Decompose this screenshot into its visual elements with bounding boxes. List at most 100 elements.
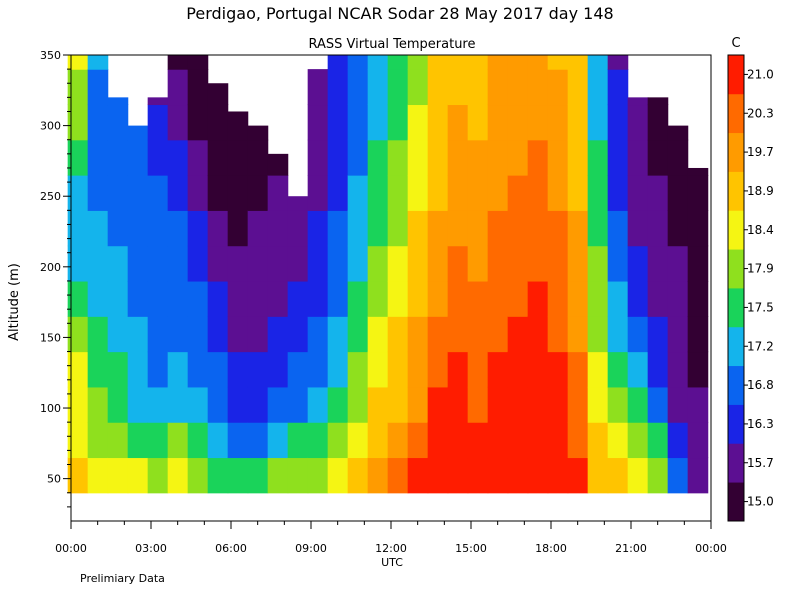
heatmap-cell <box>427 139 449 176</box>
heatmap-cell <box>667 280 689 317</box>
colorbar-swatch <box>728 404 744 444</box>
heatmap-cell <box>687 457 709 494</box>
heatmap-cell <box>427 210 449 247</box>
heatmap-cell <box>667 351 689 388</box>
heatmap-cell <box>587 245 609 282</box>
heatmap-cell <box>127 175 149 211</box>
heatmap-cell <box>247 210 269 247</box>
heatmap-cell <box>467 316 489 353</box>
heatmap-cell <box>407 139 429 176</box>
heatmap-cell <box>187 55 209 70</box>
heatmap-cell <box>267 351 289 388</box>
colorbar-swatch <box>728 326 744 367</box>
heatmap-cell <box>147 210 169 247</box>
heatmap-cell <box>267 457 289 494</box>
heatmap-cell <box>547 316 569 353</box>
heatmap-cell <box>207 245 229 282</box>
heatmap-cell <box>387 457 409 494</box>
heatmap-cell <box>207 386 229 423</box>
heatmap-cell <box>327 386 349 423</box>
heatmap-cell <box>647 97 669 106</box>
heatmap-cell <box>327 55 349 70</box>
heatmap-cell <box>147 245 169 282</box>
heatmap-cell <box>587 280 609 317</box>
heatmap-cell <box>287 422 309 459</box>
heatmap-cell <box>347 175 369 211</box>
heatmap-cell <box>87 175 109 211</box>
heatmap-cell <box>387 139 409 176</box>
heatmap-cell <box>107 316 129 353</box>
heatmap-cell <box>187 422 209 459</box>
heatmap-cell <box>547 104 569 141</box>
heatmap-cell <box>207 139 229 176</box>
heatmap-cell <box>247 125 269 141</box>
heatmap-cell <box>207 83 229 106</box>
heatmap-cell <box>627 386 649 423</box>
heatmap-cell <box>67 139 89 176</box>
heatmap-cell <box>347 139 369 176</box>
heatmap-cell <box>367 210 389 247</box>
heatmap-cell <box>247 422 269 459</box>
heatmap-cell <box>307 69 329 106</box>
heatmap-cell <box>287 245 309 282</box>
heatmap-cell <box>607 104 629 141</box>
colorbar-swatch <box>728 249 744 289</box>
heatmap-cell <box>107 104 129 141</box>
heatmap-cell <box>407 175 429 211</box>
heatmap-cell <box>307 457 329 494</box>
heatmap-cell <box>107 386 129 423</box>
heatmap-cell <box>467 104 489 141</box>
heatmap-cell <box>547 175 569 211</box>
heatmap-cell <box>347 386 369 423</box>
heatmap-cell <box>207 280 229 317</box>
heatmap-cell <box>67 175 89 211</box>
heatmap-cell <box>507 69 529 106</box>
heatmap-cell <box>227 245 249 282</box>
heatmap-cell <box>447 422 469 459</box>
heatmap-cell <box>387 55 409 70</box>
heatmap-cell <box>587 457 609 494</box>
heatmap-cell <box>507 457 529 494</box>
heatmap-cell <box>167 55 189 70</box>
heatmap-cell <box>247 351 269 388</box>
heatmap-cell <box>687 167 709 176</box>
y-tick-label: 50 <box>47 473 61 486</box>
heatmap-cell <box>167 351 189 388</box>
heatmap-cell <box>607 69 629 106</box>
heatmap-cell <box>267 175 289 211</box>
heatmap-cell <box>447 457 469 494</box>
heatmap-cell <box>287 386 309 423</box>
heatmap-cell <box>207 422 229 459</box>
heatmap-cell <box>427 175 449 211</box>
heatmap-cell <box>387 351 409 388</box>
heatmap-cell <box>247 139 269 176</box>
y-tick-label: 250 <box>40 190 61 203</box>
heatmap-cell <box>227 280 249 317</box>
heatmap-cell <box>307 280 329 317</box>
heatmap-cell <box>567 280 589 317</box>
heatmap-cell <box>247 280 269 317</box>
heatmap-cell <box>247 175 269 211</box>
heatmap-cell <box>447 175 469 211</box>
heatmap-cell <box>607 351 629 388</box>
heatmap-cell <box>207 316 229 353</box>
heatmap-cell <box>467 69 489 106</box>
heatmap-cell <box>187 351 209 388</box>
heatmap-cell <box>67 55 89 70</box>
heatmap-cell <box>487 245 509 282</box>
heatmap-cell <box>207 351 229 388</box>
heatmap-cell <box>487 280 509 317</box>
heatmap-cell <box>607 457 629 494</box>
heatmap-cell <box>327 104 349 141</box>
heatmap-cell <box>527 139 549 176</box>
x-tick-label: 21:00 <box>615 542 647 555</box>
heatmap-cell <box>147 104 169 141</box>
colorbar-label: 17.2 <box>747 339 774 353</box>
x-tick-label: 15:00 <box>455 542 487 555</box>
heatmap-cell <box>367 316 389 353</box>
heatmap-cell <box>187 175 209 211</box>
heatmap-cell <box>67 210 89 247</box>
heatmap-cell <box>347 316 369 353</box>
heatmap-cell <box>587 316 609 353</box>
heatmap-cell <box>447 69 469 106</box>
